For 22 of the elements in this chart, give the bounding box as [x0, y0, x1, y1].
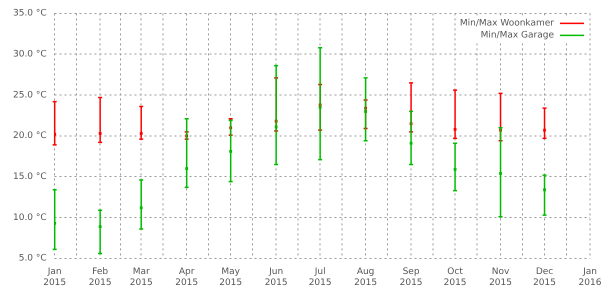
x-tick-label: Jul 2015	[308, 267, 332, 288]
y-tick-label: 25.0 °C	[12, 90, 47, 100]
x-tick-label: Dec 2015	[533, 267, 556, 288]
y-tick-label: 30.0 °C	[12, 50, 47, 60]
x-tick-label: May 2015	[219, 267, 242, 288]
x-tick-label: Jun 2015	[264, 267, 288, 288]
y-tick-label: 10.0 °C	[12, 212, 47, 223]
y-tick-label: 5.0 °C	[18, 254, 47, 264]
legend-label: Min/Max Woonkamer	[460, 18, 554, 29]
x-tick-label: Apr 2015	[175, 267, 198, 288]
y-tick-label: 20.0 °C	[12, 131, 47, 142]
legend-label: Min/Max Garage	[480, 30, 554, 41]
x-tick-label: Mar 2015	[130, 267, 153, 288]
x-tick-label: Jan 2015	[43, 267, 66, 288]
x-tick-label: Jan 2016	[578, 267, 602, 288]
x-tick-label: Nov 2015	[489, 267, 512, 288]
x-tick-label: Aug 2015	[354, 267, 378, 288]
x-tick-label: Oct 2015	[444, 267, 467, 288]
x-tick-label: Feb 2015	[88, 267, 112, 288]
y-tick-label: 35.0 °C	[12, 8, 47, 19]
x-tick-label: Sep 2015	[400, 267, 423, 288]
y-tick-label: 15.0 °C	[12, 172, 47, 182]
